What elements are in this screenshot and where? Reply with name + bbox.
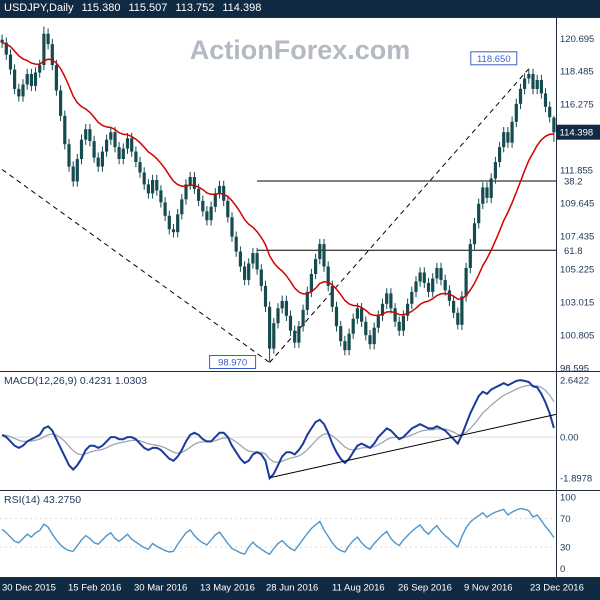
price-marker-high[interactable]: 118.650 [470, 51, 518, 66]
low-value: 113.752 [175, 2, 215, 14]
macd-trendline[interactable] [269, 413, 557, 479]
candlesticks [0, 26, 556, 363]
date-axis: 30 Dec 2015 15 Feb 2016 30 Mar 2016 13 May … [2, 583, 584, 594]
rsi-axis-tick: 30 [560, 543, 571, 554]
price-axis-tick: 107.435 [560, 232, 594, 243]
date-axis-label: 11 Aug 2016 [332, 583, 385, 594]
dashed-trendline[interactable] [269, 68, 530, 363]
rsi-indicator-label: RSI(14) 43.2750 [4, 494, 81, 506]
symbol-timeframe-label: USDJPY,Daily [4, 2, 74, 14]
macd-axis-tick: 0.00 [560, 433, 579, 444]
fib-label: 38.2 [564, 177, 583, 188]
date-axis-label: 23 Dec 2016 [530, 583, 584, 594]
date-axis-label: 13 May 2016 [200, 583, 255, 594]
date-axis-label: 28 Jun 2016 [266, 583, 318, 594]
current-price-text: 114.398 [560, 128, 594, 139]
current-price-badge: 114.398 [556, 124, 600, 140]
fib-levels: 38.2 61.8 [257, 177, 583, 257]
price-axis-tick: 105.225 [560, 265, 594, 276]
price-axis-tick: 100.805 [560, 331, 594, 342]
price-axis-tick: 116.275 [560, 100, 594, 111]
title-bar-background [0, 0, 600, 17]
price-marker-text: 98.970 [218, 358, 247, 369]
price-marker-text: 118.650 [477, 54, 511, 65]
macd-indicator-label: MACD(12,26,9) 0.4231 1.0303 [4, 375, 147, 387]
macd-axis-tick: 2.6422 [560, 376, 589, 387]
date-axis-label: 26 Sep 2016 [398, 583, 452, 594]
moving-average-line [1, 41, 554, 317]
price-axis-tick: 103.015 [560, 298, 594, 309]
macd-axis-tick: -1.8978 [560, 474, 592, 485]
date-axis-label: 30 Mar 2016 [134, 583, 187, 594]
rsi-axis-tick: 70 [560, 514, 571, 525]
date-axis-label: 9 Nov 2016 [464, 583, 513, 594]
price-axis-tick: 120.695 [560, 34, 594, 45]
date-axis-label: 15 Feb 2016 [68, 583, 121, 594]
date-axis-label: 30 Dec 2015 [2, 583, 56, 594]
dashed-trendline[interactable] [1, 169, 270, 363]
rsi-axis-tick: 0 [560, 564, 565, 575]
watermark: ActionForex.com [190, 35, 411, 65]
rsi-axis-tick: 100 [560, 493, 576, 504]
price-axis-tick: 111.855 [560, 166, 593, 177]
price-axis-tick: 98.595 [560, 364, 589, 375]
price-axis-tick: 109.645 [560, 199, 594, 210]
close-value: 114.398 [222, 2, 262, 14]
high-value: 115.507 [128, 2, 168, 14]
price-marker-low[interactable]: 98.970 [209, 355, 257, 369]
date-bar-background [0, 577, 600, 600]
price-axis-tick: 118.485 [560, 67, 594, 78]
fib-label: 61.8 [564, 246, 583, 257]
rsi-line [1, 507, 555, 556]
axis-labels: 120.695 118.485 116.275 111.855 109.645 107.4… [560, 34, 594, 575]
open-value: 115.380 [81, 2, 121, 14]
macd-line [1, 379, 555, 481]
chart-header: USDJPY,Daily 115.380 115.507 113.752 114… [0, 0, 600, 17]
price-trendlines [1, 68, 530, 363]
